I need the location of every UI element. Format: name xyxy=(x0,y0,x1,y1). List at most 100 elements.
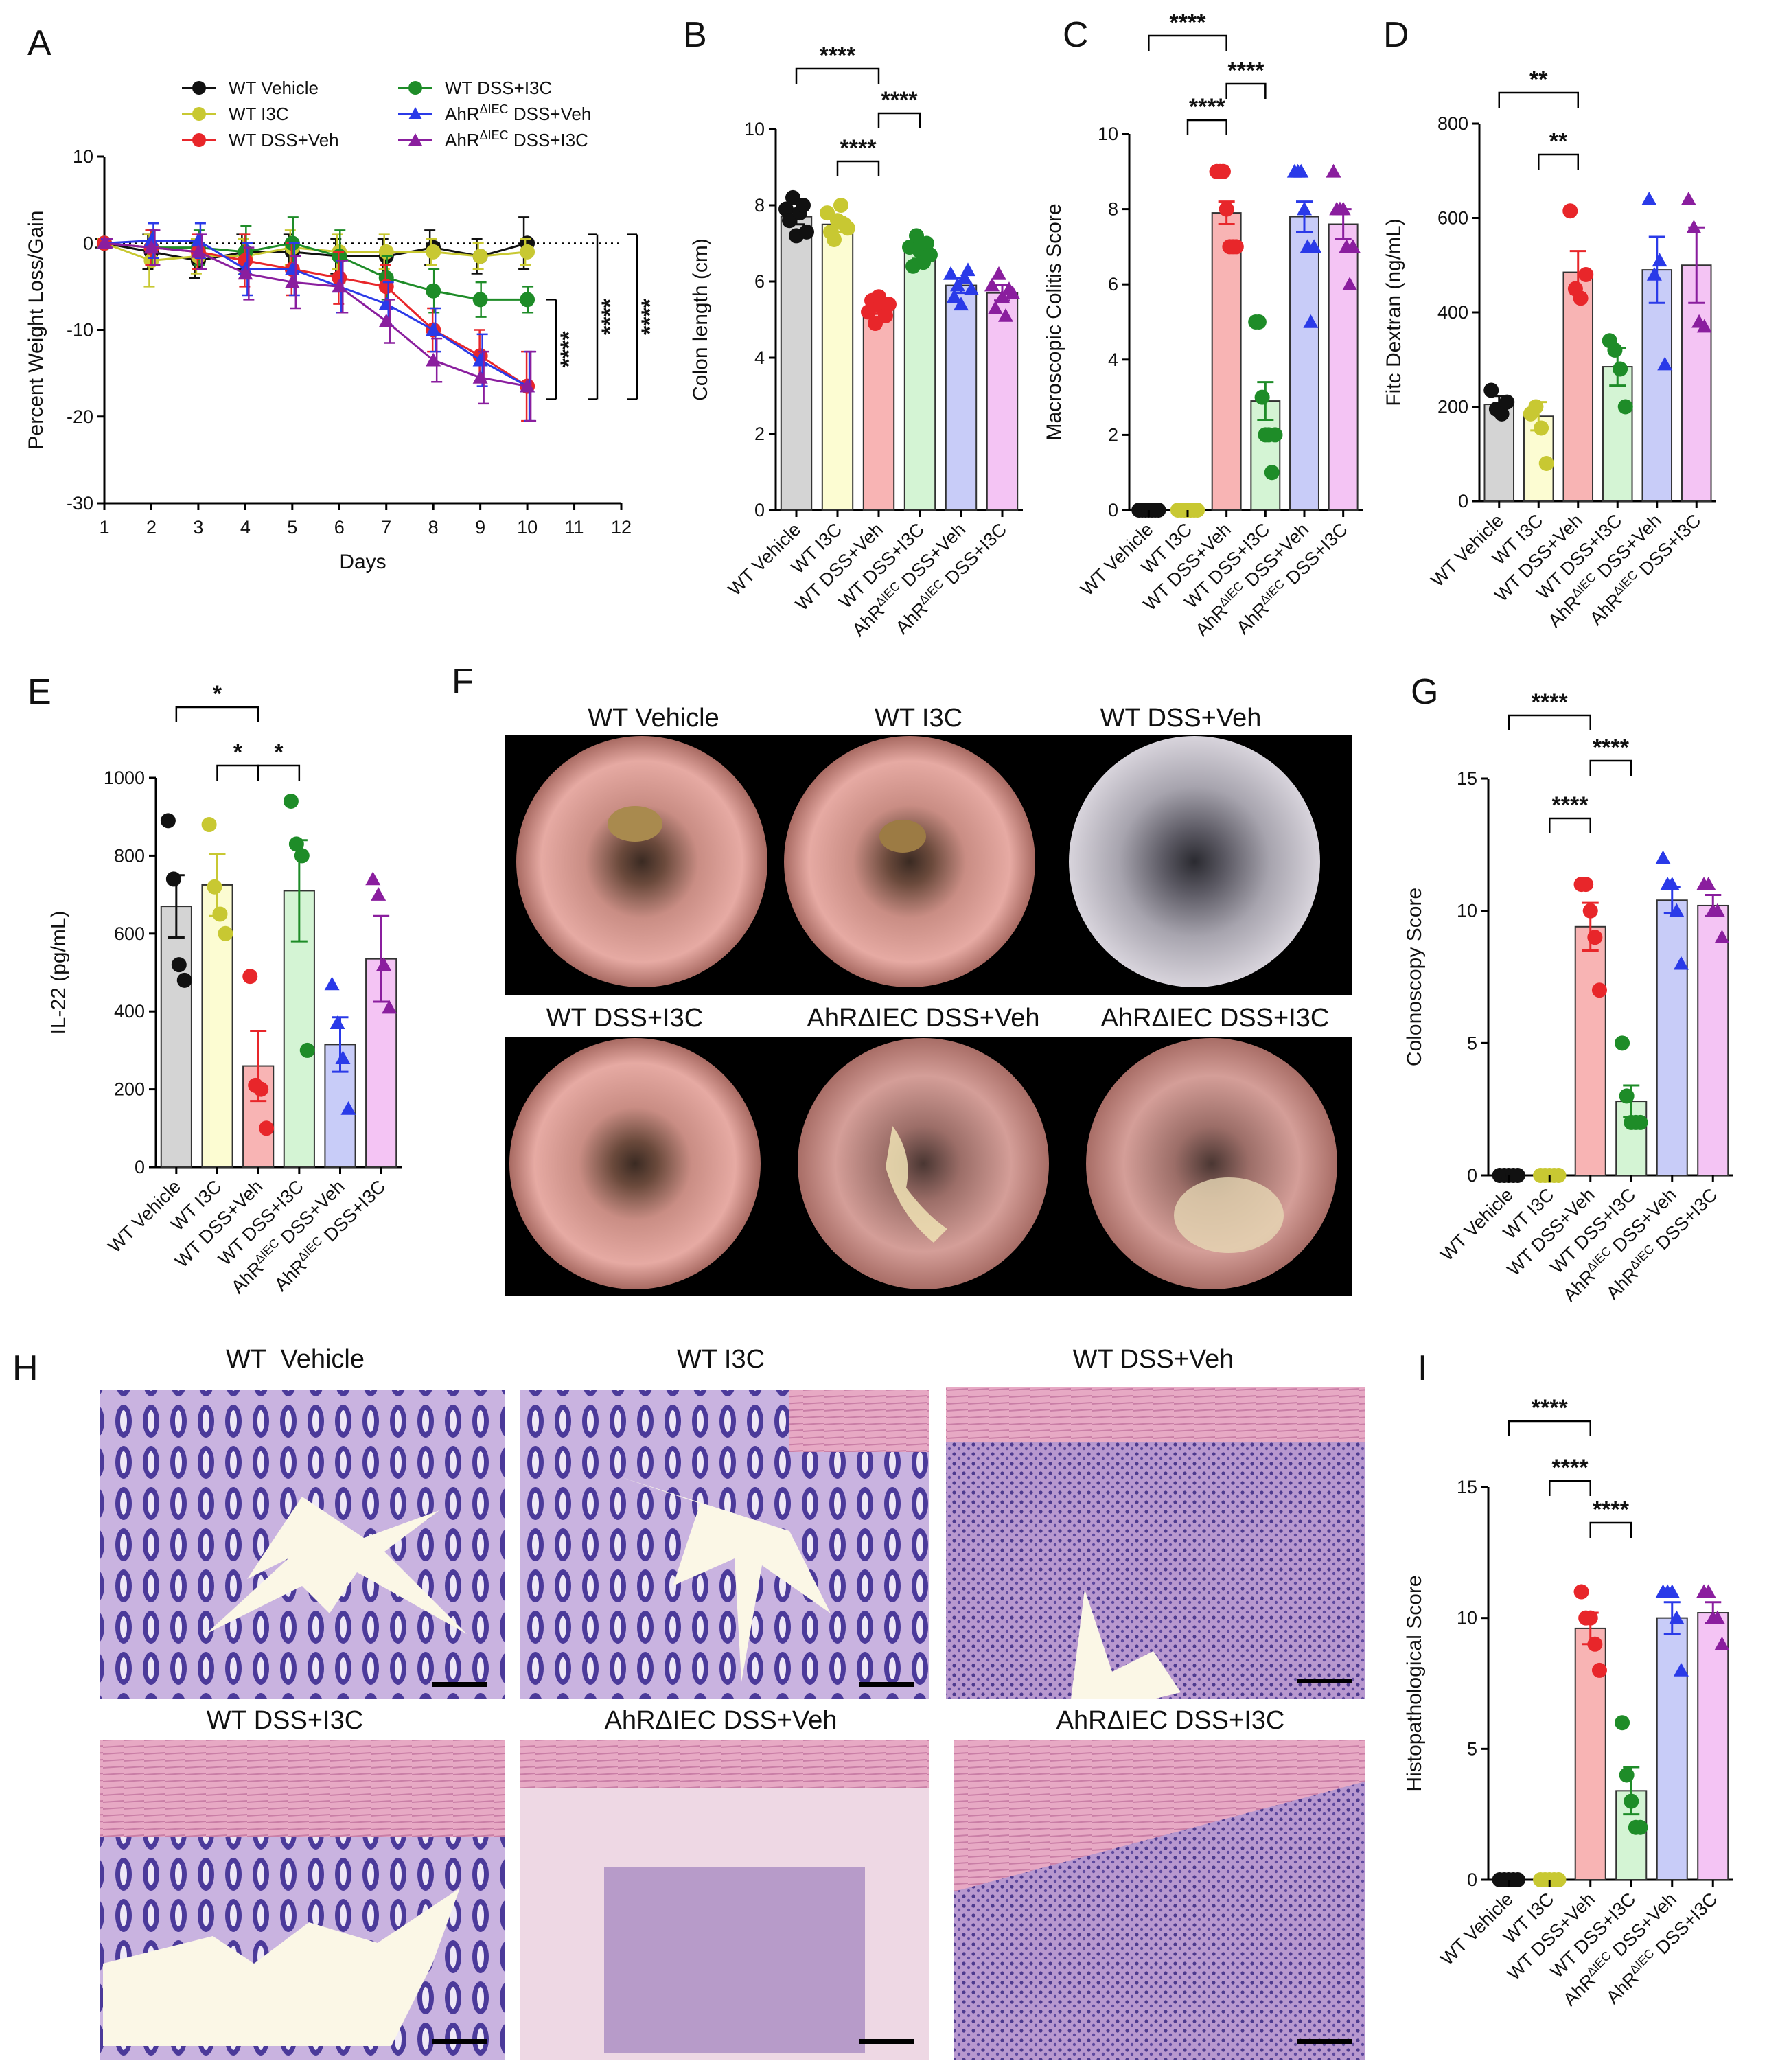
colonoscopy-wt-dss-i3c xyxy=(509,1038,761,1289)
significance-label: **** xyxy=(1593,735,1630,761)
colonoscopy-title-6: AhRΔIEC DSS+I3C xyxy=(1101,1004,1330,1033)
x-tick-label: 11 xyxy=(565,517,584,538)
data-point xyxy=(881,297,897,312)
data-point xyxy=(991,266,1007,280)
data-point xyxy=(378,279,394,295)
data-point xyxy=(1696,319,1712,333)
data-point xyxy=(238,266,253,280)
scale-bar xyxy=(859,1682,914,1687)
scale-bar xyxy=(432,1682,487,1687)
y-axis-label: Colon length (cm) xyxy=(689,238,712,401)
bar xyxy=(1656,1617,1688,1881)
data-point xyxy=(1607,343,1623,358)
data-point xyxy=(335,1050,351,1065)
bar xyxy=(1211,212,1242,511)
significance-bracket xyxy=(1498,91,1579,108)
data-point xyxy=(1345,239,1361,253)
y-tick-label: 5 xyxy=(1467,1738,1477,1759)
data-point xyxy=(782,213,798,229)
data-point xyxy=(785,189,801,205)
panel-label-F: F xyxy=(452,662,474,702)
series-line xyxy=(104,239,528,387)
data-point xyxy=(330,1015,345,1030)
significance-bracket xyxy=(1508,714,1591,730)
colonoscopy-wt-i3c xyxy=(784,736,1035,987)
data-point xyxy=(1673,956,1689,970)
x-axis-label: Days xyxy=(339,551,386,573)
data-point xyxy=(1632,1819,1648,1835)
data-point xyxy=(472,369,488,384)
significance-bracket xyxy=(1225,82,1267,99)
data-point xyxy=(1700,1584,1716,1598)
y-tick-label: 10 xyxy=(1098,124,1118,144)
significance-bracket xyxy=(257,764,301,781)
data-point xyxy=(1264,465,1280,481)
series-line xyxy=(104,242,528,262)
data-point xyxy=(988,300,1004,314)
significance-bracket xyxy=(216,764,259,781)
y-tick-label: 200 xyxy=(1437,397,1468,417)
data-point xyxy=(472,292,488,308)
significance-label: **** xyxy=(1532,689,1569,715)
panel-label-I: I xyxy=(1418,1348,1427,1388)
data-point xyxy=(1499,394,1515,410)
x-tick-label: 4 xyxy=(240,517,251,538)
fecal-pellet xyxy=(879,820,926,853)
bar xyxy=(1289,216,1319,511)
bar xyxy=(945,284,978,511)
muscle-layer xyxy=(954,1740,1365,1891)
series-line xyxy=(104,242,528,388)
colonoscopy-title-1: WT Vehicle xyxy=(588,704,719,733)
data-point xyxy=(472,249,488,264)
y-tick-label: 600 xyxy=(1437,208,1468,229)
data-point xyxy=(299,1042,315,1058)
data-point xyxy=(1342,277,1358,290)
data-point xyxy=(798,224,814,240)
muscle-layer xyxy=(100,1740,505,1837)
significance-bracket xyxy=(1589,1521,1632,1538)
significance-label: **** xyxy=(1552,792,1589,818)
legend-marker xyxy=(408,133,422,146)
y-tick-label: -10 xyxy=(67,320,93,341)
data-point xyxy=(960,262,975,277)
data-point xyxy=(1657,356,1673,371)
significance-label: **** xyxy=(881,87,919,113)
data-point xyxy=(1534,420,1549,436)
data-point xyxy=(97,235,112,250)
legend-label: WT I3C xyxy=(229,104,289,124)
histology-image-grid: WT Vehicle WT I3C WT DSS+Veh WT DSS+I3C … xyxy=(100,1345,1365,2060)
data-point xyxy=(1293,163,1309,178)
data-point xyxy=(1306,239,1322,253)
y-tick-label: 4 xyxy=(1108,349,1118,370)
data-point xyxy=(253,1081,269,1097)
y-tick-label: 0 xyxy=(754,500,765,520)
data-point xyxy=(950,277,966,292)
histology-title-2: WT I3C xyxy=(677,1345,765,1374)
histology-title-4: WT DSS+I3C xyxy=(207,1706,363,1735)
bar xyxy=(1697,904,1729,1176)
bar xyxy=(821,223,854,511)
data-point xyxy=(1004,285,1020,299)
fecal-pellet xyxy=(608,806,662,842)
y-tick-label: -20 xyxy=(67,406,93,427)
data-point xyxy=(1573,290,1589,306)
significance-label: **** xyxy=(1189,94,1226,120)
data-point xyxy=(283,794,299,809)
y-tick-label: 15 xyxy=(1457,768,1477,789)
data-point xyxy=(259,1120,275,1136)
data-point xyxy=(332,279,347,293)
legend-marker xyxy=(192,107,206,121)
data-point xyxy=(1578,877,1594,893)
colonoscopy-title-2: WT I3C xyxy=(875,704,962,733)
y-axis-label: Fitc Dextran (ng/mL) xyxy=(1383,218,1405,406)
data-point xyxy=(1686,220,1702,234)
significance-bracket xyxy=(1549,817,1591,833)
data-point xyxy=(284,275,300,288)
data-point xyxy=(1681,192,1696,205)
data-point xyxy=(877,308,893,323)
data-point xyxy=(1582,1610,1598,1626)
data-point xyxy=(1578,267,1594,282)
data-point xyxy=(827,231,842,247)
bar xyxy=(160,906,192,1168)
